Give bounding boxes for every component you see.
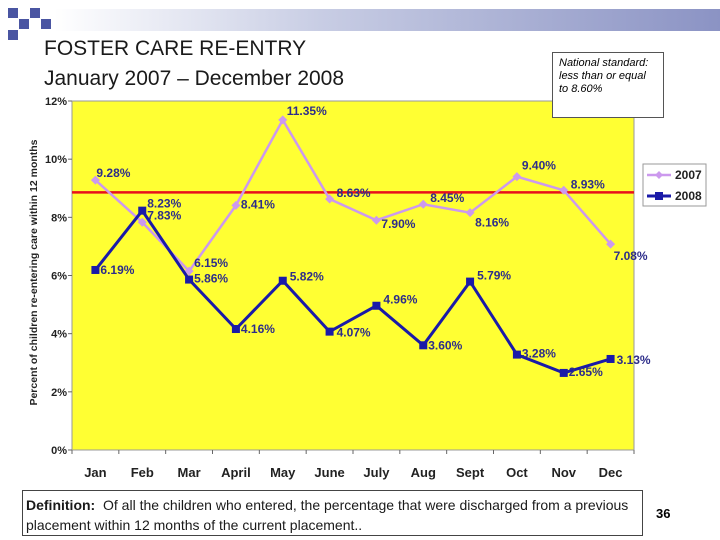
data-label: 5.86% xyxy=(194,272,228,286)
legend-box xyxy=(642,163,707,207)
data-label: 5.82% xyxy=(290,270,324,284)
series-2008-marker xyxy=(559,368,568,377)
plot-area xyxy=(71,100,635,451)
series-2008-marker xyxy=(466,277,475,286)
series-2007-marker xyxy=(184,266,194,276)
data-label: 3.60% xyxy=(428,338,462,352)
series-2007-marker xyxy=(371,215,381,225)
y-tick-label: 2% xyxy=(51,387,67,399)
data-label: 8.93% xyxy=(571,177,605,191)
page-number: 36 xyxy=(656,506,671,521)
series-2008-marker xyxy=(325,327,334,336)
series-2007-marker xyxy=(465,208,475,218)
header-square-decoration xyxy=(8,8,18,18)
y-tick-label: 6% xyxy=(51,271,67,283)
series-2008-line xyxy=(94,208,612,375)
x-tick-label: Oct xyxy=(506,465,528,480)
data-label: 9.28% xyxy=(96,166,130,180)
y-tick-label: 10% xyxy=(45,154,67,166)
legend-label-2007: 2007 xyxy=(675,168,702,182)
header-square-decoration xyxy=(41,19,51,29)
series-2008-marker xyxy=(512,350,521,359)
title-line-1: FOSTER CARE RE-ENTRY xyxy=(44,37,307,60)
x-tick-label: Nov xyxy=(551,465,576,480)
data-label: 4.16% xyxy=(241,322,275,336)
data-label: 2.65% xyxy=(569,365,603,379)
series-2007-marker xyxy=(90,175,100,185)
y-tick-label: 4% xyxy=(51,329,67,341)
x-tick-label: Sept xyxy=(456,465,485,480)
series-2008-marker xyxy=(185,275,194,284)
data-label: 6.19% xyxy=(100,263,134,277)
y-tick-label: 12% xyxy=(45,96,67,108)
data-label: 3.28% xyxy=(522,347,556,361)
data-label: 8.45% xyxy=(430,191,464,205)
data-label: 8.23% xyxy=(147,197,181,211)
header-square-decoration xyxy=(19,19,29,29)
data-label: 6.15% xyxy=(194,256,228,270)
x-tick-label: Feb xyxy=(131,465,154,480)
data-label: 4.07% xyxy=(337,326,371,340)
series-2008-marker xyxy=(138,206,147,215)
data-label: 4.96% xyxy=(383,293,417,307)
legend-marker-2008 xyxy=(655,192,663,200)
definition-box: Definition: Of all the children who ente… xyxy=(22,490,643,536)
data-label: 9.40% xyxy=(522,159,556,173)
y-tick-label: 0% xyxy=(51,445,67,457)
series-2008-marker xyxy=(278,276,287,285)
national-standard-note: National standard: less than or equal to… xyxy=(552,52,664,118)
x-tick-label: April xyxy=(221,465,251,480)
x-tick-label: Mar xyxy=(178,465,201,480)
series-2007-line xyxy=(94,117,612,274)
header-gradient-bar xyxy=(54,9,720,31)
series-2007-marker xyxy=(559,185,569,195)
definition-text: Of all the children who entered, the per… xyxy=(26,497,629,533)
series-2007-marker xyxy=(512,172,522,182)
legend-marker-2007 xyxy=(655,171,663,179)
data-label: 3.13% xyxy=(617,353,651,367)
title-line-2: January 2007 – December 2008 xyxy=(44,67,345,90)
series-2007-marker xyxy=(418,199,428,209)
data-label: 7.08% xyxy=(614,249,648,263)
data-label: 5.79% xyxy=(477,269,511,283)
data-label: 7.90% xyxy=(381,217,415,231)
header-square-decoration xyxy=(8,30,18,40)
x-tick-label: June xyxy=(314,465,344,480)
x-tick-label: Jan xyxy=(84,465,106,480)
header-square-decoration xyxy=(30,8,40,18)
data-label: 8.63% xyxy=(337,186,371,200)
series-2007-marker xyxy=(606,239,616,249)
series-2008-marker xyxy=(419,341,428,350)
definition-label: Definition: xyxy=(26,497,96,513)
data-label: 8.41% xyxy=(241,197,275,211)
data-label: 8.16% xyxy=(475,216,509,230)
x-tick-label: May xyxy=(270,465,296,480)
series-2007-marker xyxy=(325,194,335,204)
legend-label-2008: 2008 xyxy=(675,189,702,203)
x-tick-label: Aug xyxy=(411,465,436,480)
y-tick-label: 8% xyxy=(51,212,67,224)
page-title: FOSTER CARE RE-ENTRY January 2007 – Dece… xyxy=(44,34,344,94)
x-tick-label: July xyxy=(363,465,390,480)
series-2008-marker xyxy=(372,301,381,310)
series-2007-marker xyxy=(231,200,241,210)
series-2007-marker xyxy=(278,115,288,125)
series-2007-marker xyxy=(137,217,147,227)
series-2008-marker xyxy=(606,354,615,363)
data-label: 11.35% xyxy=(287,104,327,118)
y-axis-label: Percent of children re-entering care wit… xyxy=(28,139,40,405)
x-tick-label: Dec xyxy=(599,465,623,480)
series-2008-marker xyxy=(231,325,240,334)
data-label: 7.83% xyxy=(147,208,181,222)
series-2008-marker xyxy=(91,265,100,274)
